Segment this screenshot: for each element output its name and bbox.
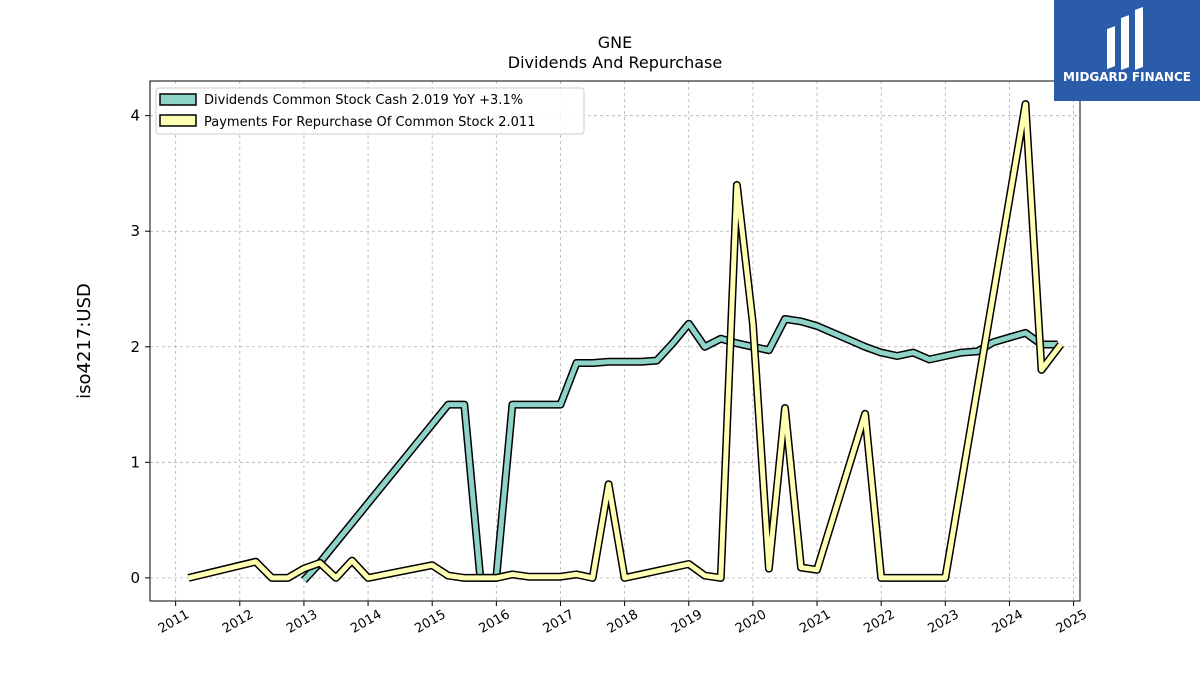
legend-box: [155, 87, 585, 135]
y-tick-label: 0: [130, 569, 140, 587]
legend: Dividends Common Stock Cash 2.019 YoY +3…: [155, 87, 585, 135]
series-line-dividends: [302, 316, 1058, 582]
plot-frame: [149, 80, 1081, 602]
chart-title: GNE: [598, 33, 632, 52]
legend-label-repurchase: Payments For Repurchase Of Common Stock …: [204, 115, 535, 130]
y-tick-label: 4: [130, 107, 140, 125]
y-tick-label: 1: [130, 453, 140, 471]
y-axis-label: iso4217:USD: [74, 283, 95, 399]
logo-text: MIDGARD FINANCE: [1063, 70, 1191, 84]
midgard-finance-logo: MIDGARD FINANCE: [1054, 0, 1200, 101]
chart-subtitle: Dividends And Repurchase: [508, 53, 722, 72]
legend-swatch-repurchase: [159, 114, 197, 127]
y-tick-label: 2: [130, 338, 140, 356]
legend-label-dividends: Dividends Common Stock Cash 2.019 YoY +3…: [204, 93, 523, 108]
series-layer: [187, 100, 1064, 583]
logo-mark-icon: [1107, 6, 1143, 70]
y-tick-label: 3: [130, 222, 140, 240]
legend-swatch-dividends: [159, 93, 197, 106]
series-line-repurchase: [187, 101, 1063, 581]
